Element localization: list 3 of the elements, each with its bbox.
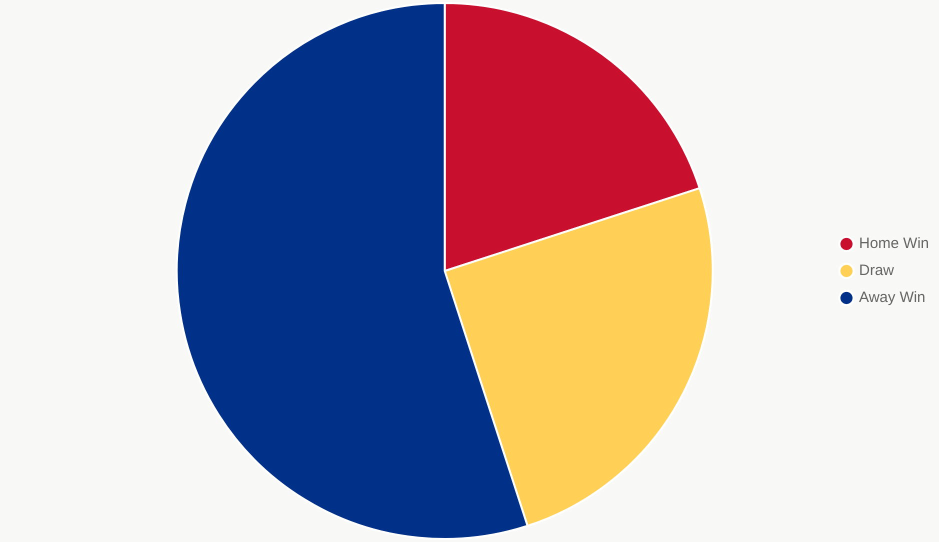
legend-label: Draw xyxy=(858,262,894,280)
legend-label: Home Win xyxy=(858,235,930,252)
legend-label: Away Win xyxy=(858,289,926,306)
